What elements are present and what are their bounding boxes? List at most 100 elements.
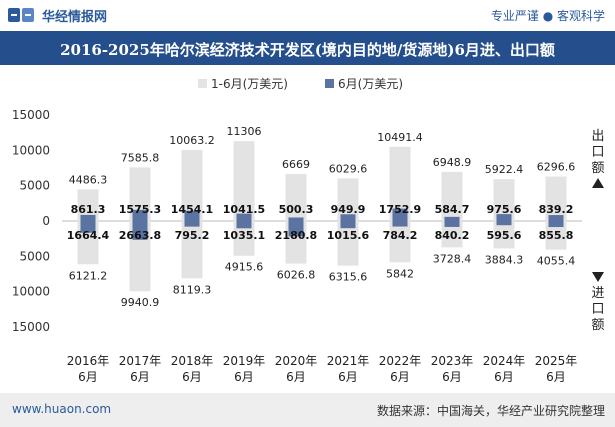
bar-monthly-import	[80, 221, 96, 233]
legend-swatch-monthly	[325, 79, 334, 88]
x-tick-label-year: 2016年	[67, 354, 110, 368]
x-tick-label-year: 2018年	[171, 354, 214, 368]
data-label-monthly-export: 1575.3	[119, 203, 161, 216]
data-label-monthly-import: 2663.8	[119, 229, 161, 242]
data-label-monthly-import: 840.2	[435, 229, 470, 242]
bar-monthly-export	[444, 216, 460, 221]
data-label-monthly-export: 975.6	[487, 203, 522, 216]
side-label-export-char: 出	[591, 129, 604, 144]
footer-bar: www.huaon.com 数据来源：中国海关，华经产业研究院整理	[0, 393, 615, 427]
bar-monthly-export	[548, 215, 564, 221]
bar-monthly-export	[496, 214, 512, 221]
data-label-monthly-import: 2180.8	[275, 229, 317, 242]
bar-cumulative-export	[233, 141, 255, 221]
data-label-monthly-export: 1752.9	[379, 203, 421, 216]
bar-monthly-export	[184, 210, 200, 221]
data-label-cumulative-export: 4486.3	[69, 173, 108, 186]
data-label-cumulative-import: 4915.6	[225, 261, 264, 274]
bar-monthly-import	[132, 221, 148, 240]
data-label-cumulative-export: 6669	[282, 158, 310, 171]
up-arrow-icon	[592, 178, 604, 188]
bar-monthly-import	[548, 221, 564, 228]
bar-cumulative-export	[129, 167, 151, 221]
bar-monthly-export	[288, 217, 304, 221]
data-label-cumulative-export: 6029.6	[329, 162, 368, 175]
data-label-monthly-import: 855.8	[539, 229, 574, 242]
data-label-cumulative-import: 3884.3	[485, 253, 524, 266]
data-label-cumulative-import: 6315.6	[329, 271, 368, 284]
y-tick-label: 10000	[12, 143, 50, 157]
bar-monthly-export	[340, 214, 356, 221]
bar-monthly-import	[392, 221, 408, 227]
x-tick-label-month: 6月	[546, 370, 566, 384]
data-label-monthly-export: 949.9	[331, 203, 366, 216]
y-tick-label: 0	[42, 214, 50, 228]
x-tick-label-year: 2019年	[223, 354, 266, 368]
chart-title: 2016-2025年哈尔滨经济技术开发区(境内目的地/货源地)6月进、出口额	[60, 41, 555, 59]
x-tick-label-month: 6月	[286, 370, 306, 384]
down-arrow-icon	[592, 272, 604, 282]
bar-cumulative-import	[545, 221, 567, 250]
y-tick-label: 5000	[19, 179, 50, 193]
data-label-cumulative-import: 9940.9	[121, 296, 160, 309]
x-tick-label-month: 6月	[494, 370, 514, 384]
data-label-cumulative-export: 7585.8	[121, 151, 160, 164]
data-label-monthly-export: 1454.1	[171, 203, 213, 216]
data-label-monthly-import: 1035.1	[223, 229, 265, 242]
bar-cumulative-export	[285, 173, 307, 221]
data-label-monthly-export: 861.3	[71, 203, 106, 216]
data-label-monthly-export: 839.2	[539, 203, 574, 216]
bar-cumulative-export	[181, 149, 203, 221]
bar-cumulative-export	[77, 189, 99, 221]
data-label-cumulative-export: 6948.9	[433, 156, 472, 169]
data-label-cumulative-import: 6121.2	[69, 269, 108, 282]
x-tick-label-year: 2017年	[119, 354, 162, 368]
data-label-monthly-import: 795.2	[175, 229, 210, 242]
bar-cumulative-export	[337, 178, 359, 221]
data-label-monthly-import: 1015.6	[327, 229, 370, 242]
bar-cumulative-import	[233, 221, 255, 256]
x-tick-label-month: 6月	[182, 370, 202, 384]
y-tick-label: 15000	[12, 108, 50, 122]
data-label-cumulative-export: 5922.4	[485, 163, 524, 176]
bar-monthly-import	[340, 221, 356, 229]
data-label-cumulative-import: 4055.4	[537, 255, 576, 268]
brand-name: 华经情报网	[42, 10, 108, 25]
x-tick-label-month: 6月	[234, 370, 254, 384]
bar-monthly-import	[288, 221, 304, 237]
data-label-monthly-import: 595.6	[487, 229, 522, 242]
side-label-export-char: 额	[591, 161, 604, 176]
brand-tagline: 专业严谨 ● 客观科学	[490, 9, 605, 23]
x-tick-label-year: 2025年	[535, 354, 578, 368]
x-tick-label-month: 6月	[338, 370, 358, 384]
bar-cumulative-import	[389, 221, 411, 263]
legend-label-cumulative: 1-6月(万美元)	[211, 77, 288, 91]
side-label-import-char: 额	[591, 318, 604, 333]
data-label-monthly-export: 500.3	[279, 203, 314, 216]
top-bar: 华经情报网 专业严谨 ● 客观科学	[0, 0, 615, 30]
y-tick-label: 10000	[12, 285, 50, 299]
side-label-import-char: 口	[591, 302, 604, 317]
bar-monthly-import	[496, 221, 512, 226]
footer-source: 数据来源：中国海关，华经产业研究院整理	[376, 404, 605, 418]
bar-cumulative-import	[181, 221, 203, 279]
side-label-import-char: 进	[591, 286, 604, 301]
bar-monthly-import	[184, 221, 200, 227]
data-label-cumulative-import: 6026.8	[277, 269, 316, 282]
bar-cumulative-export	[545, 176, 567, 221]
data-label-cumulative-export: 11306	[227, 125, 262, 138]
x-tick-label-year: 2023年	[431, 354, 474, 368]
data-label-monthly-import: 1664.4	[67, 229, 110, 242]
data-label-monthly-import: 784.2	[383, 229, 418, 242]
y-tick-label: 15000	[12, 320, 50, 334]
bar-monthly-export	[132, 209, 148, 221]
bar-monthly-import	[236, 221, 252, 229]
bar-monthly-export	[80, 214, 96, 221]
x-tick-label-year: 2020年	[275, 354, 318, 368]
data-label-cumulative-export: 6296.6	[537, 161, 576, 174]
bar-monthly-import	[444, 221, 460, 227]
x-tick-label-month: 6月	[130, 370, 150, 384]
bar-cumulative-import	[337, 221, 359, 266]
footer-website: www.huaon.com	[12, 402, 112, 416]
